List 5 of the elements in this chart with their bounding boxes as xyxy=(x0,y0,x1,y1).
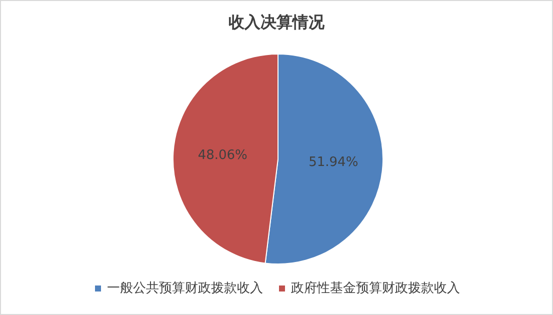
chart-title: 收入决算情况 xyxy=(228,12,326,32)
legend-label: 一般公共预算财政拨款收入 xyxy=(107,281,263,296)
legend-label: 政府性基金预算财政拨款收入 xyxy=(291,280,460,296)
data-label: 51.94% xyxy=(308,154,358,170)
data-label: 48.06% xyxy=(198,148,248,164)
